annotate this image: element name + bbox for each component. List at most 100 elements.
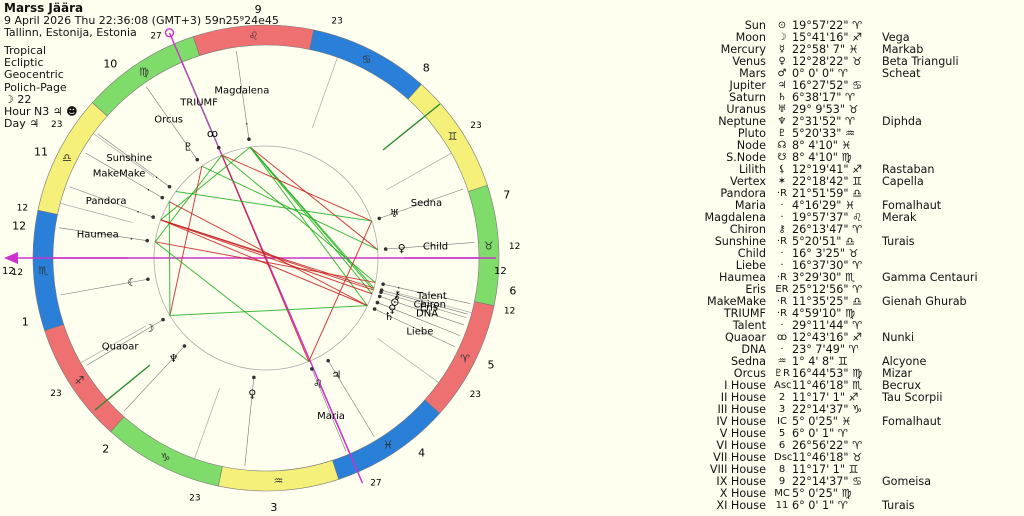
house-cusp-line (60, 202, 133, 223)
position-glyph: ☋ (777, 152, 787, 163)
point-label: Haumea (77, 229, 119, 240)
house-number: 2 (102, 443, 109, 456)
position-degree: 5° 0'25" ♍ (792, 487, 852, 500)
position-glyph: · (780, 212, 784, 223)
point-leader-line (86, 319, 164, 366)
position-degree: 16°27'52" ♋ (792, 79, 863, 92)
position-name: Magdalena (704, 211, 766, 224)
point-glyph: ♄ (384, 310, 394, 323)
position-fixed-star: Rastaban (882, 163, 935, 176)
point-marker (216, 145, 221, 150)
position-degree: 11°46'18" ♏ (792, 379, 863, 392)
sign-glyph: ♏ (38, 264, 48, 277)
house-cusps: 1122233234275236127128239231027112312121… (2, 3, 520, 514)
position-row: Liebe · 16°37'30" ♈ (690, 260, 1024, 272)
position-name: I House (724, 379, 766, 392)
position-name: VII House (713, 451, 766, 464)
position-name: VIII House (709, 463, 766, 476)
point-label: Eris (420, 303, 438, 314)
aspect-line (168, 201, 368, 307)
sign-glyph: ♒ (274, 475, 284, 488)
position-glyph: · (780, 248, 784, 259)
position-name: Maria (734, 199, 766, 212)
point-leader-line (244, 377, 255, 466)
setting-center: Geocentric (4, 68, 64, 82)
aspect-line (160, 219, 373, 295)
sign-glyph: ♍ (139, 65, 149, 78)
position-row: Magdalena · 19°57'37" ♌ Merak (690, 212, 1024, 224)
position-glyph: · (780, 200, 784, 211)
point-marker (377, 294, 382, 299)
position-row: II House 2 11°17' 1" ♐ Tau Scorpii (690, 392, 1024, 404)
point-glyph: · (395, 291, 399, 304)
position-degree: 5°20'51" ♎ (792, 235, 855, 248)
house-cusp-line (377, 338, 439, 383)
position-degree: 22°58' 7" ♓ (792, 43, 859, 56)
house-number: 12 (12, 220, 26, 233)
position-row: Node ☊ 8° 4'10" ♓ (690, 140, 1024, 152)
sign-glyph: ♈ (460, 353, 470, 366)
position-fixed-star: Turais (882, 235, 915, 248)
house-cusp-line (311, 57, 338, 129)
point-marker (167, 184, 172, 189)
position-fixed-star: Beta Trianguli (882, 55, 959, 68)
point-glyph: ♆ (169, 352, 179, 365)
position-glyph: ☊ (777, 140, 787, 151)
position-name: Pluto (737, 127, 766, 140)
point-label: Chiron (414, 300, 446, 311)
position-glyph: ♒ (777, 356, 787, 367)
position-glyph: ER (775, 284, 789, 295)
position-glyph: 6 (778, 440, 786, 451)
point-marker (161, 317, 165, 322)
position-name: VI House (716, 439, 766, 452)
position-glyph: ♇R (774, 368, 790, 379)
aspect-line (175, 190, 372, 222)
position-row: IV House IC 5° 0'25" ♓ Fomalhaut (690, 416, 1024, 428)
position-fixed-star: Alcyone (882, 355, 927, 368)
position-row: Chiron ⚷ 26°13'47" ♈ (690, 224, 1024, 236)
position-row: VIII House 8 11°17' 1" ♊ (690, 464, 1024, 476)
point-label: Child (423, 241, 448, 252)
point-marker (381, 282, 385, 286)
position-degree: 19°57'22" ♈ (792, 19, 863, 32)
position-degree: 15°41'16" ♐ (792, 31, 863, 44)
position-glyph: 3 (778, 404, 786, 415)
house-cusp-degree: 23 (50, 389, 61, 399)
point-leader-line (381, 289, 468, 315)
point-glyph: ⊙ (390, 296, 399, 309)
position-degree: 22°14'37" ♋ (792, 475, 863, 488)
position-name: Sedna (730, 355, 766, 368)
position-degree: 23° 7'49" ♈ (792, 343, 859, 356)
setting-moon-day: ☽ 22 (4, 92, 32, 106)
aspect-line (201, 165, 378, 251)
position-degree: 11°35'25" ♎ (792, 295, 863, 308)
position-row: VI House 6 26°56'22" ♈ (690, 440, 1024, 452)
position-fixed-star: Markab (882, 43, 924, 56)
house-number: 9 (255, 3, 262, 16)
position-name: Talent (732, 319, 766, 332)
house-cusp-degree: 12 (504, 306, 515, 316)
position-row: Eris ER 25°12'56" ♈ (690, 284, 1024, 296)
position-name: Venus (732, 55, 766, 68)
house-cusp-degree: 27 (150, 32, 161, 42)
point-marker (146, 277, 150, 282)
position-row: X House MC 5° 0'25" ♍ (690, 488, 1024, 500)
house-cusp-line (385, 152, 452, 191)
position-degree: 16°44'53" ♍ (792, 367, 863, 380)
point-marker (372, 307, 377, 311)
position-row: Child · 16° 3'25" ♉ (690, 248, 1024, 260)
point-glyph: ☽ (144, 322, 154, 335)
point-leader-line (69, 186, 154, 218)
position-glyph: ·R (776, 188, 788, 199)
house-number: 11 (34, 145, 48, 158)
point-label: Liebe (406, 326, 433, 337)
position-name: Jupiter (729, 79, 766, 92)
point-glyph: ☾ (127, 276, 137, 289)
house-cusp-degree: 12 (509, 242, 520, 252)
point-glyph: · (130, 232, 134, 245)
position-fixed-star: Gienah Ghurab (882, 295, 967, 308)
position-row: Maria · 4°16'29" ♓ Fomalhaut (690, 200, 1024, 212)
position-glyph: · (780, 344, 784, 355)
position-row: TRIUMF ·R 4°59'10" ♍ (690, 308, 1024, 320)
house-number: 7 (503, 189, 510, 202)
